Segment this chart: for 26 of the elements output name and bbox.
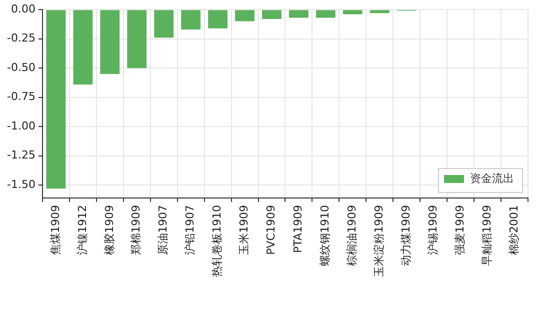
x-tick-label: 棉纱2001 [507, 205, 520, 256]
y-tick-label: -1.50 [6, 178, 36, 191]
y-tick-label: -1.25 [6, 148, 36, 162]
x-tick-label: 沪锡1909 [426, 205, 440, 256]
y-tick-label: -1.00 [6, 119, 36, 132]
x-tick-label: 橡胶1909 [102, 205, 116, 256]
y-tick-label: -0.50 [6, 60, 36, 74]
x-tick-label: 强麦1909 [453, 205, 466, 256]
x-tick-label: 棕榈油1909 [346, 205, 359, 266]
x-tick-label: 焦煤1909 [48, 205, 62, 256]
x-tick-label: 动力煤1909 [399, 205, 412, 266]
y-tick-label: -0.25 [6, 32, 36, 45]
y-tick-label: -0.75 [6, 90, 36, 104]
x-tick-label: 早籼稻1909 [480, 205, 494, 266]
x-tick-label: 沪铅1907 [184, 205, 197, 256]
x-tick-label: 玉米淀粉1909 [372, 205, 386, 278]
x-tick-label: 原油1907 [156, 205, 170, 256]
legend-label: 资金流出 [470, 172, 514, 185]
x-tick-label: 沪镍1912 [76, 205, 89, 256]
x-tick-label: 玉米1909 [238, 205, 251, 256]
y-tick-label: 0.00 [10, 2, 36, 16]
x-tick-label: 热轧卷板1910 [210, 205, 224, 278]
x-tick-label: PTA1909 [292, 205, 305, 254]
x-tick-label: PVC1909 [264, 205, 278, 255]
x-tick-label: 螺纹钢1910 [318, 205, 332, 266]
x-tick-label: 郑棉1909 [130, 205, 143, 256]
